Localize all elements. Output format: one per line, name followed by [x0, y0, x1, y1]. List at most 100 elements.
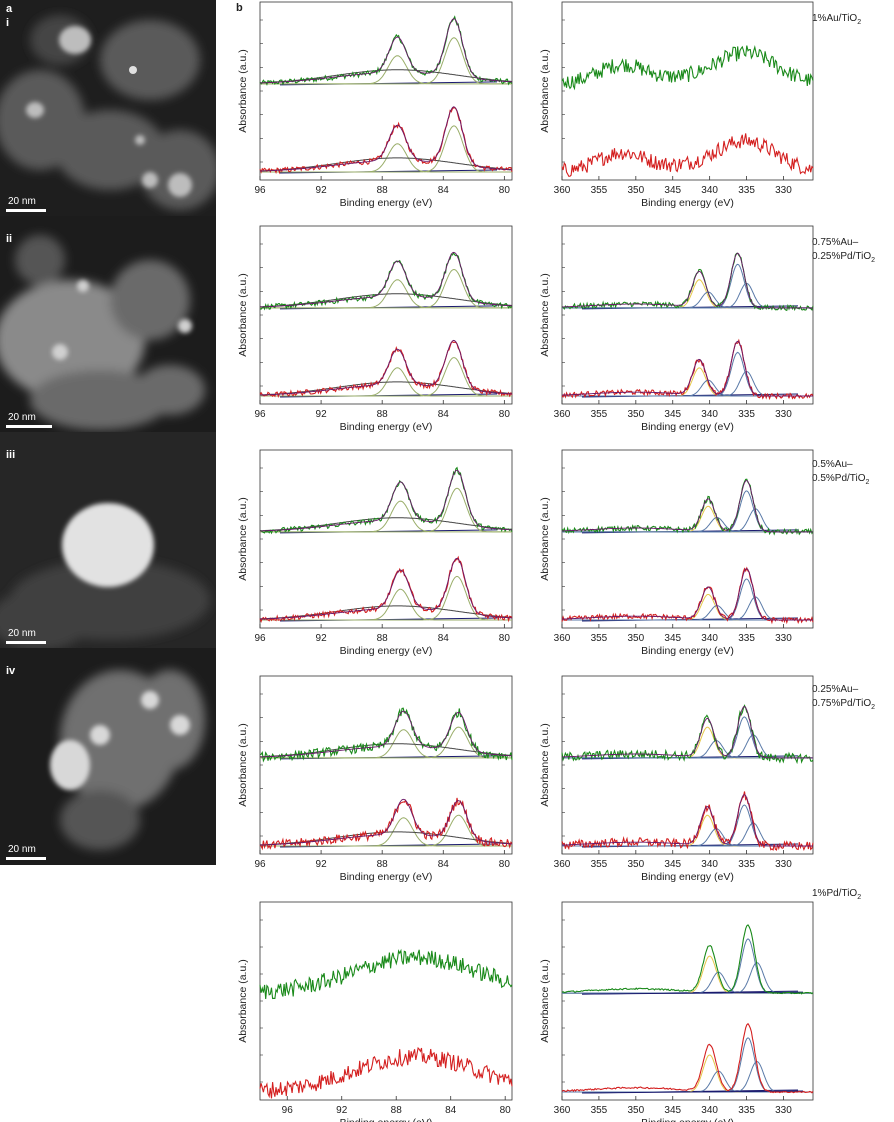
fit-component: [562, 734, 813, 759]
fit-component: [260, 500, 512, 533]
x-tick-label: 80: [499, 633, 511, 644]
baseline: [581, 1090, 804, 1094]
stem-image-ii: [0, 216, 216, 432]
fit-component: [562, 508, 813, 533]
x-tick-label: 345: [664, 185, 681, 196]
fit-component: [260, 729, 512, 759]
x-tick-label: 88: [377, 859, 389, 870]
x-axis-label: Binding energy (eV): [340, 421, 433, 433]
broad-component: [259, 69, 512, 84]
plot-frame: [259, 1, 513, 181]
fit-component: [260, 268, 512, 309]
baseline: [581, 393, 799, 398]
fit-component: [260, 279, 512, 309]
scale-bar-label-ii: 20 nm: [8, 412, 36, 423]
x-tick-label: 355: [591, 633, 608, 644]
x-axis-label: Binding energy (eV): [641, 871, 734, 883]
baseline: [581, 617, 799, 622]
scale-bar-label-iii: 20 nm: [8, 628, 36, 639]
fit-component: [562, 596, 813, 621]
fit-component: [562, 578, 813, 621]
fit-envelope: [259, 106, 513, 172]
stem-image-iv: [0, 648, 216, 865]
fit-component: [562, 282, 813, 309]
green-spectrum: [561, 478, 814, 536]
fit-component: [562, 263, 813, 309]
x-tick-label: 92: [316, 633, 328, 644]
scale-bar-iii: [6, 641, 46, 644]
x-tick-label: 340: [701, 409, 718, 420]
x-tick-label: 84: [445, 1105, 457, 1116]
x-tick-label: 350: [627, 409, 644, 420]
sample-label-1pd: 1%Pd/TiO2: [812, 888, 862, 901]
fit-envelope: [562, 794, 813, 847]
x-tick-label: 88: [391, 1105, 403, 1116]
fit-envelope: [562, 340, 813, 397]
panel-b-letter: b: [236, 2, 243, 14]
fit-component: [260, 357, 512, 397]
fit-component: [562, 1060, 813, 1093]
broad-component: [259, 293, 512, 308]
fit-component: [260, 726, 512, 759]
x-tick-label: 345: [664, 859, 681, 870]
plot-frame: [561, 1, 814, 181]
x-tick-label: 80: [499, 185, 511, 196]
x-axis-label: Binding energy (eV): [641, 421, 734, 433]
x-tick-label: 84: [438, 633, 450, 644]
x-tick-label: 345: [664, 1105, 681, 1116]
fit-envelope: [259, 710, 513, 758]
fit-component: [260, 367, 512, 397]
baseline: [279, 617, 498, 622]
x-tick-label: 330: [775, 1105, 792, 1116]
stem-label-ii: ii: [6, 233, 12, 245]
red-spectrum: [259, 797, 513, 851]
fit-component: [562, 804, 813, 847]
fit-component: [260, 575, 512, 621]
x-tick-label: 355: [591, 409, 608, 420]
red-spectrum: [259, 555, 513, 624]
spectrum-panel-Pd3d-0.75Au: 360 355 350 345 340 335 330 Binding energy (eV)…: [539, 225, 814, 433]
x-tick-label: 335: [738, 409, 755, 420]
stem-image-column: a i ii iii iv 20 nm 20 nm 20 nm 20 nm: [0, 0, 216, 865]
fit-envelope: [259, 18, 513, 84]
stem-label-iv: iv: [6, 665, 16, 677]
x-tick-label: 330: [775, 409, 792, 420]
y-axis-label: Absorbance (a.u.): [237, 273, 249, 356]
fit-component: [562, 490, 813, 533]
red-spectrum: [259, 341, 513, 398]
x-tick-label: 350: [627, 185, 644, 196]
baseline: [581, 1089, 799, 1094]
x-tick-label: 335: [738, 1105, 755, 1116]
red-spectrum: [561, 566, 814, 625]
x-tick-label: 335: [738, 633, 755, 644]
baseline: [279, 529, 498, 534]
x-tick-label: 96: [254, 859, 266, 870]
broad-component: [259, 157, 513, 172]
x-tick-label: 350: [627, 859, 644, 870]
panel-a-letter: a: [6, 3, 13, 15]
x-tick-label: 360: [554, 409, 571, 420]
y-axis-label: Absorbance (a.u.): [539, 959, 551, 1042]
fit-envelope: [259, 557, 513, 620]
fit-component: [562, 291, 813, 309]
fit-component: [562, 516, 813, 533]
x-tick-label: 355: [591, 185, 608, 196]
fit-component: [260, 814, 512, 847]
fit-component: [260, 817, 512, 847]
green-spectrum: [259, 15, 513, 86]
plot-frame: [259, 449, 513, 629]
fit-component: [260, 125, 512, 173]
x-tick-label: 96: [282, 1105, 294, 1116]
plot-frame: [561, 675, 814, 855]
fit-envelope: [259, 469, 513, 532]
plot-frame: [561, 225, 814, 405]
x-tick-label: 88: [377, 409, 389, 420]
x-axis-label: Binding energy (eV): [641, 645, 734, 657]
y-axis-label: Absorbance (a.u.): [539, 273, 551, 356]
spectrum-panel-Pd3d-0.25Au: 360 355 350 345 340 335 330 Binding energy (eV)…: [539, 675, 814, 883]
x-tick-label: 92: [316, 185, 328, 196]
scale-bar-iv: [6, 857, 46, 860]
green-spectrum: [561, 924, 814, 995]
red-spectrum: [259, 1046, 513, 1099]
baseline: [581, 305, 799, 310]
